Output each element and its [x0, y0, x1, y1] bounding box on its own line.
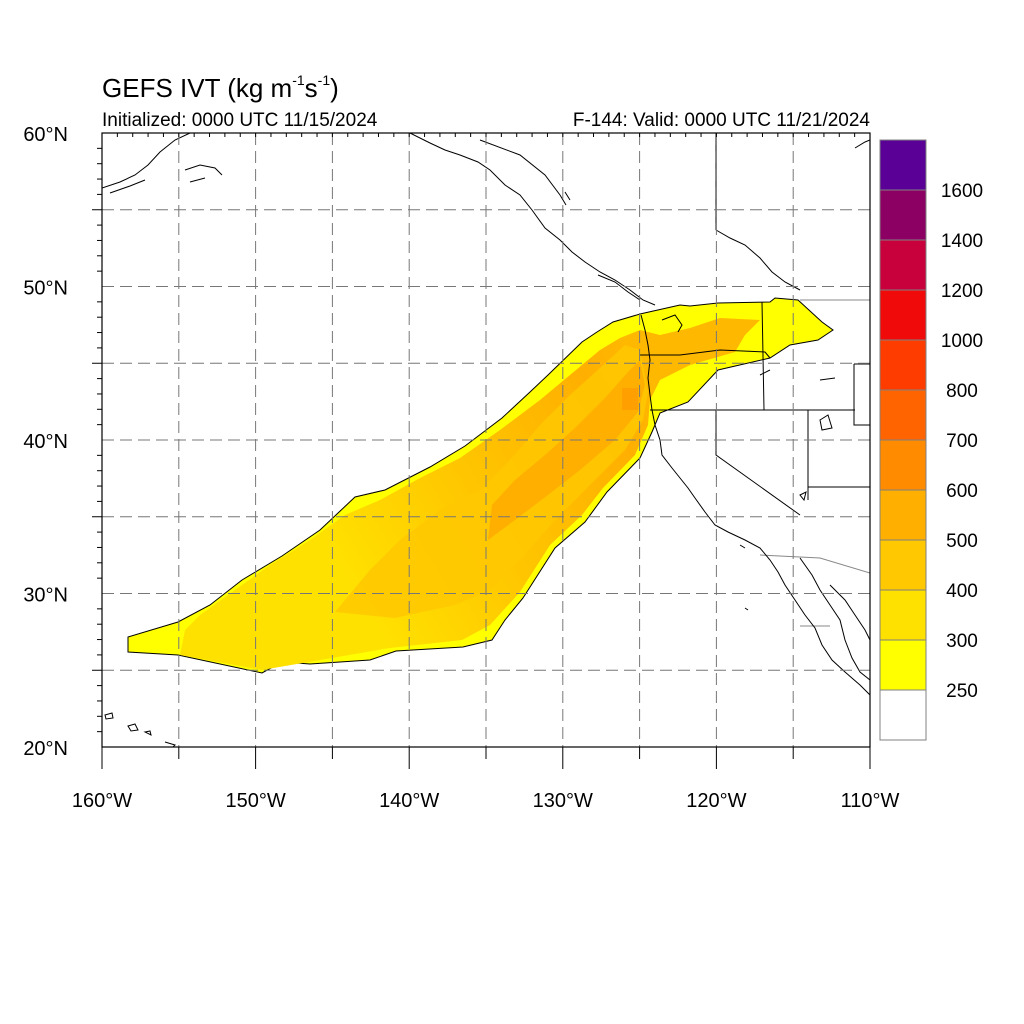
- hawaii-islands: [104, 712, 176, 747]
- ivt-500-region: [488, 360, 645, 540]
- colorbar-swatch: [879, 539, 927, 591]
- init-time-label: Initialized: 0000 UTC 11/15/2024: [102, 110, 378, 131]
- axis-ticks: [92, 133, 871, 769]
- lon-tick-label: 110°W: [841, 790, 900, 812]
- lat-tick-label: 60°N: [23, 124, 68, 146]
- colorbar-swatch: [879, 139, 927, 191]
- political-boundaries: [640, 133, 870, 627]
- lon-tick-label: 150°W: [225, 790, 285, 812]
- us-west-coast: [640, 314, 870, 696]
- lon-tick-label: 160°W: [72, 790, 132, 812]
- colorbar-level-label: 800: [946, 381, 978, 402]
- alaska-coast: [102, 133, 191, 189]
- lon-tick-label: 140°W: [379, 790, 439, 812]
- ivt-400-region: [335, 345, 648, 618]
- colorbar-labels: 250 300 400 500 600 700 800 1000 1200 1400 1600: [941, 181, 983, 702]
- ivt-600-core: [622, 388, 638, 410]
- colorbar-swatch: [879, 589, 927, 641]
- colorbar-level-label: 500: [946, 531, 978, 552]
- lat-tick-label: 30°N: [23, 585, 68, 607]
- lon-tick-label: 120°W: [686, 790, 746, 812]
- colorbar-level-label: 400: [946, 581, 978, 602]
- lat-tick-label: 50°N: [23, 278, 68, 300]
- coastlines: [102, 133, 870, 747]
- colorbar-level-label: 1200: [941, 281, 983, 302]
- colorbar-level-label: 250: [946, 681, 978, 702]
- colorbar-level-label: 1400: [941, 231, 983, 252]
- lat-tick-label: 20°N: [23, 738, 68, 760]
- colorbar-level-label: 1600: [941, 181, 983, 202]
- map-grid: [102, 133, 870, 747]
- colorbar-swatch: [879, 489, 927, 541]
- colorbar-swatch: [879, 639, 927, 691]
- colorbar-swatch: [879, 389, 927, 441]
- colorbar-swatch: [879, 189, 927, 241]
- colorbar-swatch: [879, 239, 927, 291]
- colorbar-level-label: 300: [946, 631, 978, 652]
- baja-coast: [799, 557, 870, 681]
- colorbar-swatch: [879, 689, 927, 741]
- colorbar-level-label: 600: [946, 481, 978, 502]
- colorbar-level-label: 1000: [941, 331, 983, 352]
- colorbar: [879, 139, 927, 741]
- ivt-field: [127, 297, 834, 674]
- colorbar-swatch: [879, 339, 927, 391]
- valid-time-label: F-144: Valid: 0000 UTC 11/21/2024: [572, 110, 870, 131]
- colorbar-level-label: 700: [946, 431, 978, 452]
- axis-tick-labels: 160°W 150°W 140°W 130°W 120°W 110°W 20°N 30°N 40…: [23, 124, 899, 812]
- colorbar-swatch: [879, 289, 927, 341]
- lat-tick-label: 40°N: [23, 431, 68, 453]
- bc-coast: [409, 133, 656, 306]
- colorbar-swatch: [879, 439, 927, 491]
- figure-title: GEFS IVT (kg m-1s-1): [102, 72, 339, 103]
- lon-tick-label: 130°W: [533, 790, 593, 812]
